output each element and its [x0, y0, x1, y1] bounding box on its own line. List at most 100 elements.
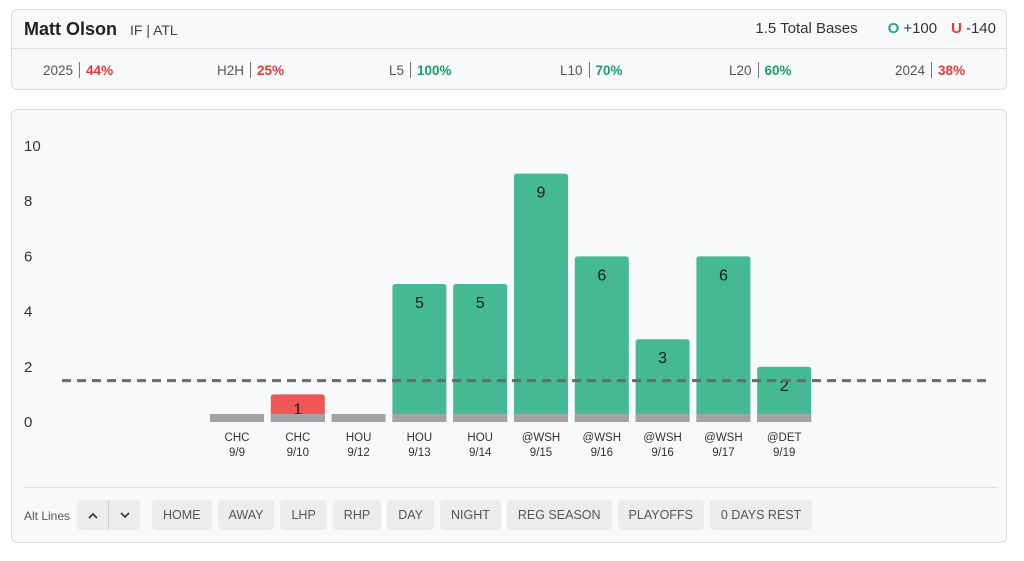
bar-value-label: 5 [476, 295, 485, 312]
player-name[interactable]: Matt Olson [24, 19, 117, 39]
stat-label: L5 [389, 62, 405, 78]
x-tick-date: 9/16 [651, 447, 673, 459]
x-tick-opponent: CHC [285, 432, 310, 444]
bar-baseline [210, 414, 264, 422]
x-tick-date: 9/19 [773, 447, 795, 459]
filter-away-button[interactable]: AWAY [217, 500, 275, 530]
x-tick-date: 9/13 [408, 447, 430, 459]
y-tick-label: 8 [24, 193, 32, 210]
x-tick-opponent: @DET [767, 432, 802, 444]
bar-baseline [331, 414, 386, 422]
filter-day-button[interactable]: DAY [387, 500, 434, 530]
x-tick-date: 9/15 [530, 447, 552, 459]
stat-label: 2025 [43, 62, 74, 78]
stat-value: 38% [938, 62, 966, 78]
stat-value: 44% [86, 62, 114, 78]
stat-divider [931, 62, 933, 78]
stat-l5[interactable]: L5 100% [389, 62, 452, 78]
x-tick-opponent: HOU [407, 432, 433, 444]
under-odds[interactable]: U -140 [951, 20, 996, 37]
stat-value: 100% [417, 62, 452, 78]
bar-baseline [453, 414, 508, 422]
x-tick-date: 9/14 [469, 447, 492, 459]
over-odds-value: +100 [903, 20, 938, 37]
bar-value-label: 6 [597, 267, 606, 284]
over-odds[interactable]: O +100 [888, 20, 937, 37]
y-tick-label: 10 [24, 138, 41, 155]
stat-2025[interactable]: 2025 44% [43, 62, 113, 78]
x-tick-opponent: @WSH [704, 432, 743, 444]
x-tick-date: 9/12 [347, 447, 369, 459]
bar-baseline [696, 414, 751, 422]
filter-rest-days-button[interactable]: 0 DAYS REST [709, 500, 813, 530]
x-tick-opponent: HOU [346, 432, 372, 444]
under-odds-value: -140 [965, 20, 996, 37]
alt-line-up-button[interactable] [77, 500, 109, 530]
bar-baseline [514, 414, 568, 422]
bar-value-label: 6 [719, 267, 728, 284]
stat-l10[interactable]: L10 70% [560, 62, 623, 78]
filter-home-button[interactable]: HOME [152, 500, 212, 530]
x-tick-date: 9/17 [712, 447, 734, 459]
bar-baseline [635, 414, 690, 422]
filter-playoffs-button[interactable]: PLAYOFFS [617, 500, 704, 530]
bar-chart: 0 2 4 6 8 10 1 5 5 9 6 3 6 2 CHC 9/9 CHC 9/10 HOU 9/12 HOU… [24, 138, 990, 459]
y-tick-label: 0 [24, 414, 32, 431]
bar-over[interactable] [453, 284, 508, 422]
prop-line-info: 1.5 Total Bases O +100 U -140 [755, 20, 996, 37]
bar-value-label: 1 [293, 401, 302, 418]
bar-value-label: 5 [415, 295, 424, 312]
x-tick-opponent: @WSH [583, 432, 622, 444]
bar-over[interactable] [514, 173, 568, 422]
bar-baseline [757, 414, 812, 422]
stat-label: H2H [217, 62, 245, 78]
hit-rate-stats: 2025 44% H2H 25% L5 100% L10 70% L20 60%… [12, 48, 1006, 91]
bar-baseline [270, 414, 325, 422]
x-tick-opponent: @WSH [643, 432, 682, 444]
bar-value-label: 3 [658, 350, 667, 367]
stat-label: L20 [729, 62, 752, 78]
bars: 1 5 5 9 6 3 6 2 [62, 173, 990, 422]
over-icon: O [887, 20, 900, 37]
chevron-down-icon [119, 511, 130, 518]
alt-line-down-button[interactable] [109, 500, 140, 530]
stat-value: 25% [257, 62, 285, 78]
stat-divider [757, 62, 759, 78]
x-tick-date: 9/10 [287, 447, 309, 459]
filter-night-button[interactable]: NIGHT [439, 500, 501, 530]
bar-baseline [392, 414, 447, 422]
bar-value-label: 2 [780, 378, 789, 395]
under-icon: U [951, 20, 962, 37]
game-log-chart-card: 0 2 4 6 8 10 1 5 5 9 6 3 6 2 CHC 9/9 CHC 9/10 HOU 9/12 HOU… [11, 109, 1007, 543]
stat-label: 2024 [895, 62, 926, 78]
y-tick-label: 4 [24, 304, 32, 321]
stat-divider [410, 62, 412, 78]
x-tick-date: 9/16 [591, 447, 613, 459]
stat-value: 70% [595, 62, 623, 78]
bar-value-label: 9 [537, 185, 546, 202]
filter-reg-season-button[interactable]: REG SEASON [506, 500, 612, 530]
bar-baseline [574, 414, 629, 422]
player-meta: IF | ATL [130, 22, 178, 38]
alt-lines-label: Alt Lines [24, 509, 71, 523]
stat-label: L10 [560, 62, 583, 78]
stat-h2h[interactable]: H2H 25% [217, 62, 284, 78]
stat-l20[interactable]: L20 60% [729, 62, 792, 78]
bar-over[interactable] [392, 284, 447, 422]
stat-divider [588, 62, 590, 78]
alt-lines-stepper [77, 500, 140, 530]
y-tick-label: 6 [24, 248, 32, 265]
y-axis: 0 2 4 6 8 10 [24, 138, 41, 431]
chevron-up-icon [87, 512, 98, 519]
stat-divider [79, 62, 81, 78]
x-tick-opponent: @WSH [522, 432, 561, 444]
stat-2024[interactable]: 2024 38% [895, 62, 965, 78]
y-tick-label: 2 [24, 359, 32, 376]
x-tick-opponent: CHC [225, 432, 250, 444]
x-tick-date: 9/9 [229, 447, 245, 459]
filter-rhp-button[interactable]: RHP [332, 500, 382, 530]
x-tick-opponent: HOU [467, 432, 493, 444]
chart-divider [24, 487, 997, 488]
player-header-card: Matt Olson IF | ATL 1.5 Total Bases O +1… [11, 9, 1007, 90]
filter-lhp-button[interactable]: LHP [280, 500, 327, 530]
